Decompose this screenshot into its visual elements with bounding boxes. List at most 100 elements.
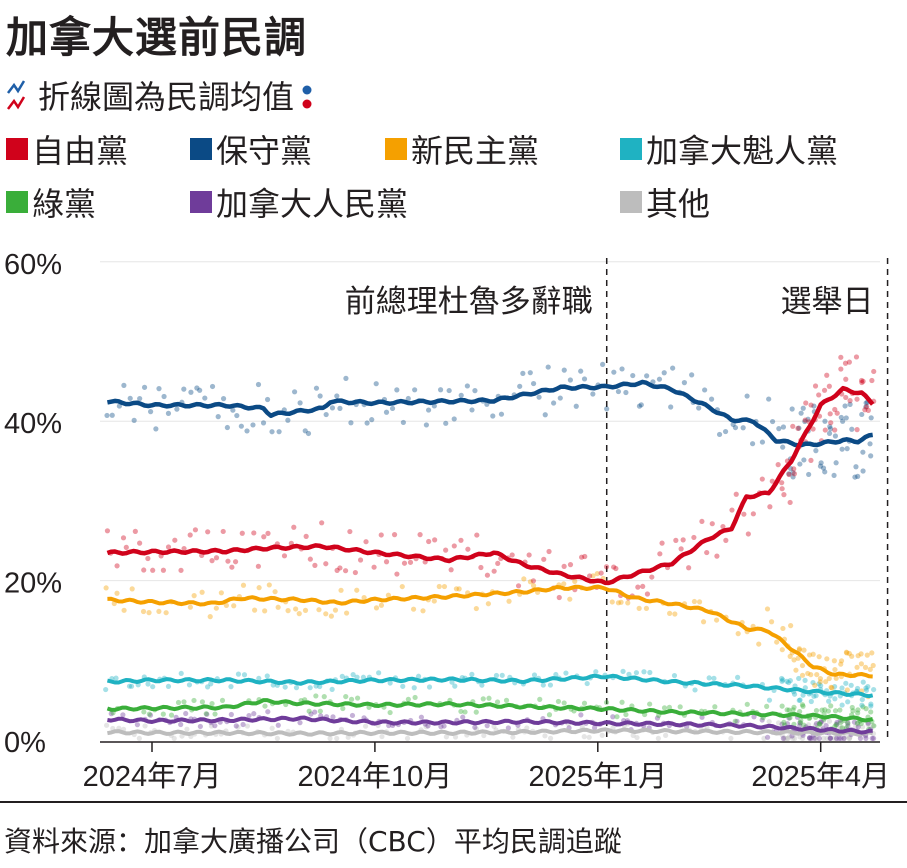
poll-dot <box>870 722 876 729</box>
poll-dot <box>767 504 773 510</box>
poll-dot <box>787 653 793 659</box>
subtitle-text: 折線圖為民調均值 <box>38 78 295 116</box>
poll-dot <box>821 387 828 393</box>
poll-dot <box>769 418 776 425</box>
poll-dot <box>334 567 340 573</box>
event-annotation: 前總理杜魯多辭職 <box>345 284 593 320</box>
poll-dot <box>610 714 616 720</box>
poll-dot <box>337 565 343 571</box>
poll-dot <box>735 631 741 637</box>
poll-dot <box>655 735 661 742</box>
poll-dot <box>378 532 384 538</box>
poll-dots <box>104 354 877 601</box>
poll-dot <box>791 657 797 663</box>
poll-dot <box>387 709 393 716</box>
poll-dot <box>285 608 291 614</box>
poll-dot <box>811 403 817 409</box>
poll-dot <box>846 650 852 657</box>
poll-dot <box>178 567 184 573</box>
poll-dot <box>352 569 358 576</box>
poll-dot <box>184 726 190 732</box>
poll-dot <box>578 368 584 374</box>
poll-dot <box>302 607 309 613</box>
poll-dot <box>789 406 795 412</box>
poll-dot <box>405 696 411 702</box>
poll-dot <box>764 703 770 709</box>
poll-dot <box>852 474 858 480</box>
poll-dot <box>871 735 877 742</box>
poll-dot <box>349 712 356 719</box>
poll-dot <box>545 364 551 370</box>
poll-dot <box>141 384 148 390</box>
poll-dot <box>859 702 865 708</box>
poll-dot <box>654 715 661 721</box>
poll-dot <box>784 721 791 727</box>
poll-dot <box>827 735 834 741</box>
poll-dot <box>839 685 845 691</box>
poll-dot <box>256 585 262 591</box>
legend-item: 其他 <box>620 179 710 225</box>
poll-dot <box>342 568 349 574</box>
poll-dot <box>465 546 471 552</box>
poll-dot <box>108 711 114 717</box>
poll-dot <box>168 712 175 718</box>
poll-dot <box>666 704 673 710</box>
poll-dot <box>481 732 487 739</box>
series-line <box>106 379 874 448</box>
poll-dot <box>728 735 734 742</box>
poll-dot <box>839 446 845 452</box>
poll-dot <box>458 708 464 715</box>
poll-dot <box>509 552 515 558</box>
poll-dot <box>643 605 650 611</box>
poll-dot <box>485 601 491 607</box>
poll-dot <box>820 465 827 471</box>
poll-dot <box>415 673 422 679</box>
poll-dot <box>816 721 822 727</box>
poll-dot <box>472 388 478 394</box>
poll-dot <box>611 369 617 375</box>
poll-dot <box>677 704 683 710</box>
poll-dot <box>787 499 793 506</box>
poll-dot <box>827 411 833 417</box>
poll-dot <box>680 537 686 543</box>
poll-dot <box>836 735 842 742</box>
poll-dot <box>537 696 543 702</box>
poll-dot <box>784 678 790 685</box>
poll-dot <box>150 684 156 690</box>
poll-dot <box>821 735 827 742</box>
poll-dot <box>838 354 844 360</box>
poll-dot <box>842 360 849 366</box>
poll-dot <box>649 574 655 580</box>
poll-dot <box>147 712 154 718</box>
y-tick-label: 60% <box>4 249 62 281</box>
legend-swatch <box>190 138 212 160</box>
poll-dot <box>121 607 127 613</box>
poll-dot <box>469 407 475 413</box>
poll-dot <box>843 649 850 655</box>
poll-dot <box>644 591 651 597</box>
poll-dot <box>591 725 598 731</box>
series-line <box>106 698 874 723</box>
poll-dot <box>630 372 636 379</box>
poll-dot <box>526 552 532 558</box>
poll-dot <box>668 404 674 410</box>
poll-dot <box>567 596 573 602</box>
poll-dot <box>656 376 663 382</box>
poll-dot <box>451 543 457 549</box>
poll-dot <box>547 682 554 688</box>
series-line <box>107 727 874 737</box>
poll-dot <box>673 537 679 543</box>
poll-dot <box>503 697 510 703</box>
poll-dot <box>784 707 790 713</box>
poll-dot <box>542 733 548 739</box>
poll-dot <box>598 570 604 576</box>
poll-dot <box>797 722 803 728</box>
poll-dot <box>706 675 712 681</box>
poll-dot <box>127 395 133 401</box>
poll-dot <box>123 544 129 550</box>
poll-dot <box>205 684 211 690</box>
poll-dot <box>848 682 854 688</box>
poll-dot <box>423 724 429 730</box>
poll-dot <box>868 415 874 421</box>
poll-dot <box>161 393 167 400</box>
